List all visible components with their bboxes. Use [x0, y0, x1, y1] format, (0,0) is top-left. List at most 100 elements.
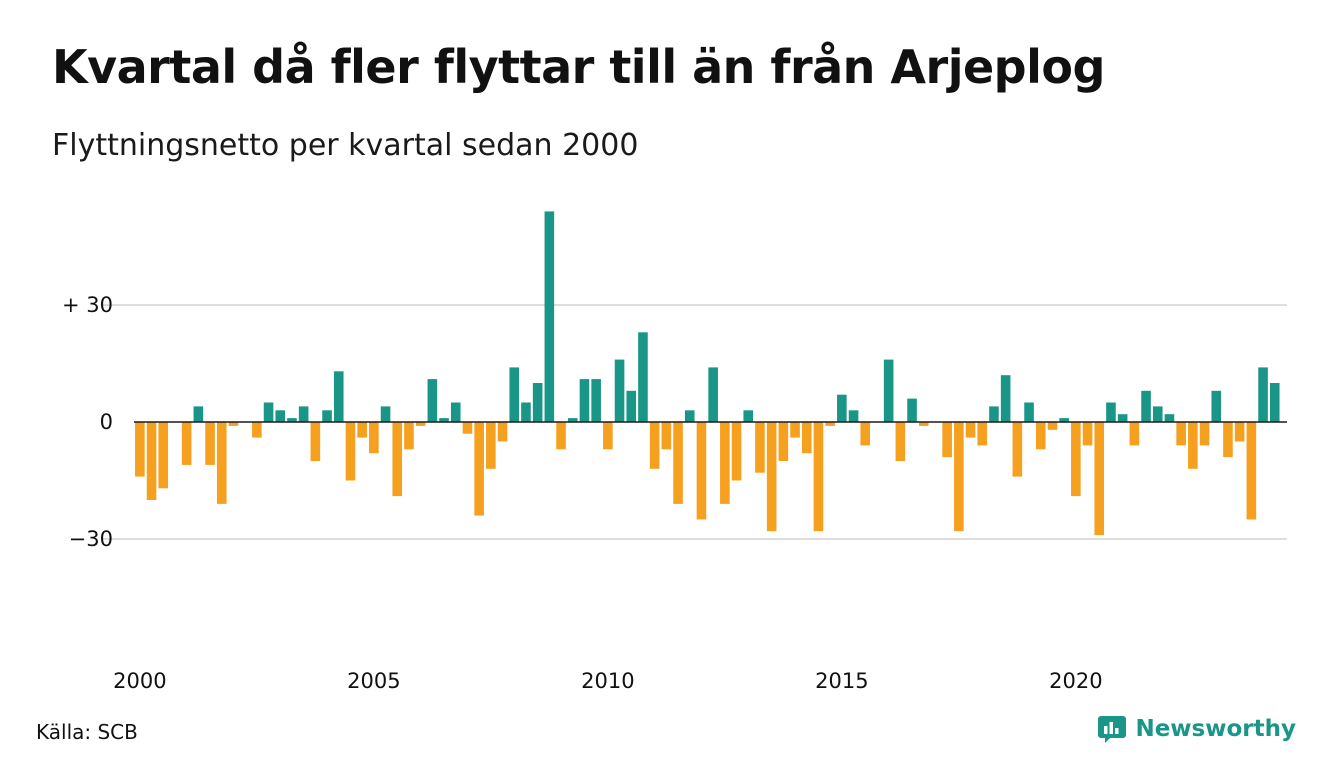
- y-axis-tick-labels: + 30 0 −30: [62, 293, 113, 551]
- bar: [755, 422, 765, 473]
- bar: [404, 422, 414, 450]
- x-tick-label: 2010: [581, 669, 634, 693]
- y-tick-label: −30: [69, 527, 113, 551]
- bar: [567, 418, 578, 422]
- bar: [146, 422, 157, 500]
- bar: [322, 410, 332, 422]
- bar: [369, 422, 379, 454]
- bar: [1012, 422, 1023, 477]
- x-tick-label: 2005: [347, 669, 400, 693]
- bar: [1188, 422, 1198, 469]
- bar: [1199, 422, 1210, 446]
- bar: [895, 422, 906, 461]
- source-note: Källa: SCB: [36, 720, 138, 744]
- bar: [263, 402, 274, 422]
- bar: [333, 371, 344, 422]
- y-tick-label: + 30: [62, 293, 113, 317]
- bar: [626, 390, 637, 422]
- bar: [450, 402, 461, 422]
- chart-subtitle: Flyttningsnetto per kvartal sedan 2000: [52, 128, 639, 163]
- bar: [1234, 422, 1245, 442]
- bar: [918, 422, 929, 426]
- bar: [708, 367, 718, 422]
- bar: [813, 422, 824, 532]
- x-tick-label: 2015: [815, 669, 868, 693]
- bar: [778, 422, 789, 461]
- newsworthy-icon: [1098, 716, 1127, 743]
- bar: [345, 422, 356, 481]
- bar: [357, 422, 367, 438]
- bar: [521, 402, 531, 422]
- bar: [275, 410, 286, 422]
- bar: [1176, 422, 1186, 446]
- bar: [825, 422, 835, 426]
- bar: [801, 422, 812, 454]
- bar: [977, 422, 988, 446]
- bar: [614, 359, 625, 422]
- bar: [1071, 422, 1081, 497]
- bar: [509, 367, 520, 422]
- bar: [743, 410, 754, 422]
- bar: [603, 422, 613, 450]
- brand-name: Newsworthy: [1135, 716, 1296, 742]
- y-tick-label: 0: [100, 410, 113, 434]
- bar: [298, 406, 309, 422]
- bar: [1141, 390, 1151, 422]
- bar: [649, 422, 660, 469]
- bar: [720, 422, 730, 504]
- bar: [1246, 422, 1257, 520]
- bar: [954, 422, 964, 532]
- bar: [860, 422, 871, 446]
- bar: [556, 422, 566, 450]
- bar: [287, 418, 297, 422]
- bar: [579, 379, 590, 422]
- bar: [1152, 406, 1163, 422]
- bar: [1047, 422, 1058, 430]
- bar: [427, 379, 438, 422]
- bar: [1059, 418, 1069, 422]
- bar: [1223, 422, 1233, 458]
- bar: [1258, 367, 1268, 422]
- bar: [790, 422, 800, 438]
- bar: [1024, 402, 1034, 422]
- bar: [1269, 383, 1280, 422]
- bar: [193, 406, 204, 422]
- x-tick-label: 2020: [1049, 669, 1102, 693]
- bar: [216, 422, 227, 504]
- bar: [474, 422, 484, 516]
- bar: [1211, 390, 1222, 422]
- brand-logo: Newsworthy: [1097, 714, 1296, 744]
- bar: [696, 422, 707, 520]
- bar: [907, 398, 917, 422]
- x-axis-tick-labels: 2000 2005 2010 2015 2020: [113, 669, 1102, 693]
- bar: [486, 422, 496, 469]
- bar: [205, 422, 215, 465]
- bar: [989, 406, 999, 422]
- bar: [1164, 414, 1175, 422]
- bar: [462, 422, 473, 434]
- bar: [415, 422, 426, 426]
- bar: [684, 410, 695, 422]
- bar: [497, 422, 508, 442]
- chart-title: Kvartal då fler flyttar till än från Arj…: [52, 40, 1105, 94]
- bar: [661, 422, 672, 450]
- bar: [837, 394, 847, 422]
- bar: [1082, 422, 1093, 446]
- bar: [1035, 422, 1046, 450]
- bar: [1000, 375, 1011, 422]
- bar: [673, 422, 683, 504]
- bar: [883, 359, 894, 422]
- bar: [135, 422, 145, 477]
- bar: [848, 410, 859, 422]
- bar: [638, 332, 648, 422]
- bar: [591, 379, 601, 422]
- bar: [439, 418, 449, 422]
- bar: [181, 422, 192, 465]
- bar: [942, 422, 952, 458]
- bar-series: [135, 211, 1280, 536]
- bar: [310, 422, 321, 461]
- bar: [766, 422, 777, 532]
- bar: [228, 422, 239, 426]
- bar: [1106, 402, 1116, 422]
